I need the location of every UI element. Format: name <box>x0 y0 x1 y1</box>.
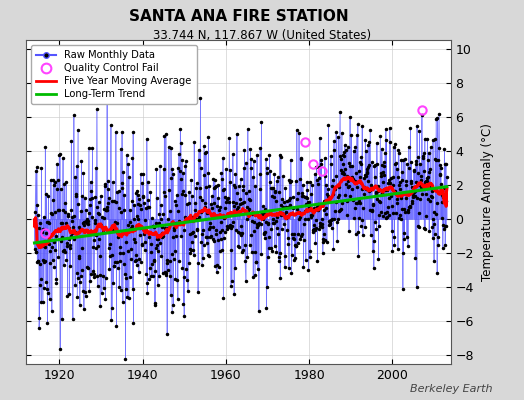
Y-axis label: Temperature Anomaly (°C): Temperature Anomaly (°C) <box>481 123 494 281</box>
Title: SANTA ANA FIRE STATION: SANTA ANA FIRE STATION <box>128 8 348 24</box>
Text: 33.744 N, 117.867 W (United States): 33.744 N, 117.867 W (United States) <box>153 29 371 42</box>
Text: Berkeley Earth: Berkeley Earth <box>410 384 493 394</box>
Legend: Raw Monthly Data, Quality Control Fail, Five Year Moving Average, Long-Term Tren: Raw Monthly Data, Quality Control Fail, … <box>31 45 196 104</box>
